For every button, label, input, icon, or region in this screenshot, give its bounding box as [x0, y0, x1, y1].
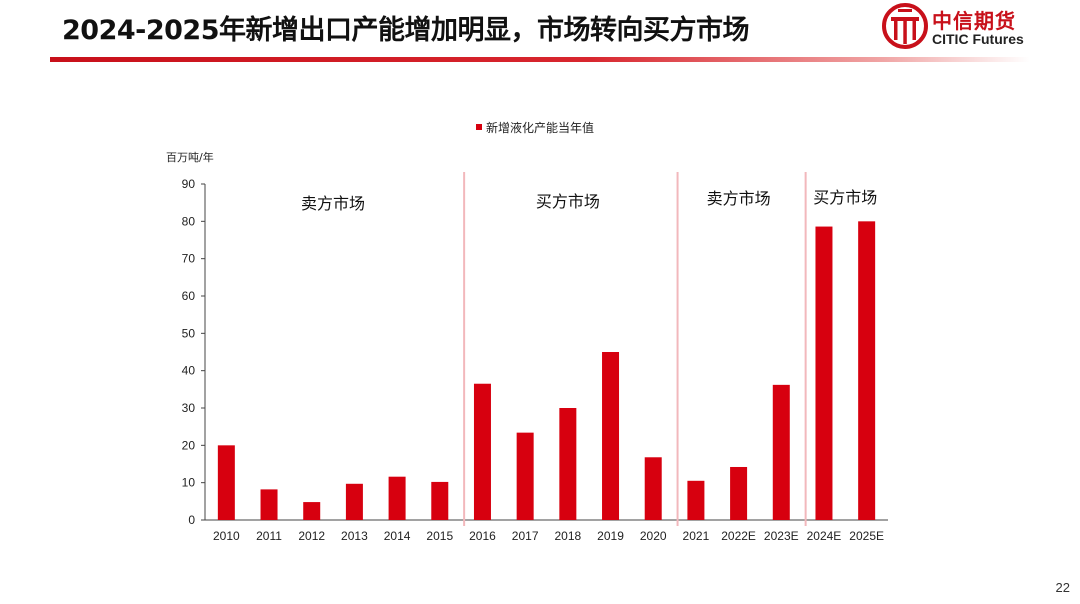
bar-2023e [772, 384, 790, 520]
x-tick-label: 2020 [640, 529, 667, 543]
x-tick-label: 2022E [721, 529, 756, 543]
x-tick-label: 2023E [764, 529, 799, 543]
bar-2011 [260, 489, 278, 520]
x-tick-label: 2017 [512, 529, 539, 543]
x-tick-label: 2018 [554, 529, 581, 543]
bar-2010 [217, 445, 235, 520]
y-tick-label: 30 [182, 401, 196, 415]
y-tick-label: 20 [182, 438, 196, 452]
page-number: 22 [1055, 580, 1070, 595]
bar-2020 [644, 457, 662, 520]
market-annotation: 卖方市场 [707, 189, 771, 208]
y-tick-label: 50 [182, 326, 196, 340]
x-tick-label: 2019 [597, 529, 624, 543]
x-tick-label: 2010 [213, 529, 240, 543]
x-tick-label: 2012 [298, 529, 325, 543]
legend-swatch [476, 124, 482, 130]
bar-2017 [516, 432, 534, 520]
x-tick-label: 2013 [341, 529, 368, 543]
bar-2021 [687, 480, 705, 520]
y-tick-label: 60 [182, 289, 196, 303]
bar-2014 [388, 476, 406, 520]
y-tick-label: 70 [182, 252, 196, 266]
citic-futures-logo: 中信期货 CITIC Futures [882, 3, 1062, 51]
x-tick-label: 2021 [683, 529, 710, 543]
bar-2013 [345, 483, 363, 520]
y-tick-label: 10 [182, 476, 196, 490]
bar-2015 [431, 481, 449, 520]
x-tick-label: 2024E [807, 529, 842, 543]
bar-2022e [730, 466, 748, 520]
bar-2019 [602, 352, 620, 520]
citic-emblem-icon [882, 3, 928, 49]
market-annotation: 买方市场 [536, 192, 600, 211]
x-tick-label: 2015 [426, 529, 453, 543]
title-underline [50, 57, 1030, 62]
x-tick-label: 2011 [256, 529, 282, 543]
market-annotation: 买方市场 [813, 188, 877, 207]
y-tick-label: 0 [188, 513, 195, 527]
y-tick-label: 80 [182, 214, 196, 228]
logo-name-cn: 中信期货 [932, 9, 1016, 33]
bar-2016 [473, 383, 491, 520]
market-annotation: 卖方市场 [301, 194, 365, 213]
y-axis-unit-label: 百万吨/年 [166, 150, 214, 164]
x-tick-label: 2016 [469, 529, 496, 543]
x-tick-label: 2014 [384, 529, 411, 543]
y-tick-label: 90 [182, 177, 196, 191]
bar-2012 [303, 502, 321, 520]
legend-label: 新增液化产能当年值 [486, 120, 594, 135]
x-tick-label: 2025E [849, 529, 884, 543]
bar-2024e [815, 226, 833, 520]
bar-2025e [858, 221, 876, 521]
y-tick-label: 40 [182, 364, 196, 378]
logo-name-en: CITIC Futures [932, 31, 1024, 47]
page-title: 2024-2025年新增出口产能增加明显，市场转向买方市场 [62, 15, 750, 46]
bar-2018 [559, 408, 577, 520]
